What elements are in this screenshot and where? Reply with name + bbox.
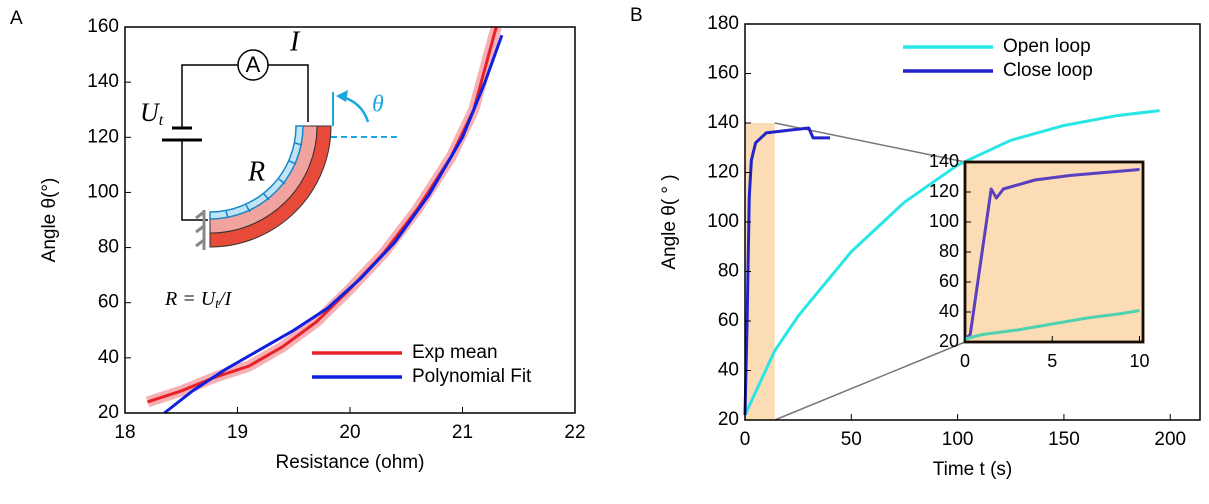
y-tick-label: 100	[929, 211, 959, 231]
y-tick-label: 80	[718, 261, 739, 282]
x-tick-label: 20	[339, 422, 360, 443]
y-tick-label: 180	[707, 13, 739, 34]
x-tick-label: 0	[960, 351, 970, 371]
clamp	[195, 238, 205, 248]
x-tick-label: 200	[1154, 429, 1186, 450]
y-tick-label: 80	[939, 241, 959, 261]
spoke	[288, 160, 297, 165]
spoke	[245, 204, 251, 213]
spoke	[263, 193, 270, 201]
series-line	[964, 168, 1140, 341]
y-axis-label: Angle θ( ° )	[659, 174, 680, 269]
circuit-diagram	[162, 49, 400, 250]
legend-label: Open loop	[1003, 36, 1091, 57]
spoke	[278, 178, 286, 185]
theta-label: θ	[372, 92, 384, 118]
x-tick-label: 5	[1047, 351, 1057, 371]
legend-label: Close loop	[1003, 60, 1093, 81]
x-tick-label: 22	[564, 422, 585, 443]
formula-right: /I	[218, 288, 233, 310]
voltage-label: Ut	[140, 98, 164, 129]
clamp	[195, 224, 205, 234]
x-tick-label: 50	[841, 429, 862, 450]
wire	[181, 140, 208, 221]
y-tick-label: 140	[929, 151, 959, 171]
y-tick-label: 40	[718, 360, 739, 381]
zoom-connector	[774, 341, 966, 421]
y-tick-label: 120	[929, 181, 959, 201]
x-tick-label: 19	[227, 422, 248, 443]
x-tick-label: 21	[452, 422, 473, 443]
y-tick-label: 60	[718, 310, 739, 331]
series-line	[743, 109, 1160, 416]
y-tick-label: 40	[98, 347, 119, 368]
x-tick-label: 100	[942, 429, 974, 450]
y-tick-label: 20	[939, 331, 959, 351]
y-tick-label: 120	[87, 126, 119, 147]
y-tick-label: 160	[87, 16, 119, 37]
panel-label: B	[630, 5, 643, 26]
voltage-symbol: U	[140, 98, 161, 127]
x-tick-label: 10	[1129, 351, 1149, 371]
x-tick-label: 0	[740, 429, 751, 450]
y-tick-label: 140	[707, 112, 739, 133]
legend-label: Exp mean	[412, 342, 498, 363]
series-line	[163, 34, 504, 415]
y-tick-label: 80	[98, 237, 119, 258]
current-label: I	[289, 26, 301, 57]
y-tick-label: 100	[707, 211, 739, 232]
clamp	[195, 210, 205, 220]
x-tick-label: 18	[114, 422, 135, 443]
resistance-label: R	[247, 156, 265, 187]
y-tick-label: 60	[98, 292, 119, 313]
spoke	[294, 142, 303, 146]
x-axis-label: Resistance (ohm)	[276, 452, 425, 473]
y-tick-label: 160	[707, 63, 739, 84]
y-tick-label: 20	[98, 402, 119, 423]
ammeter-label: A	[246, 52, 261, 77]
y-tick-label: 100	[87, 181, 119, 202]
arrow-head	[336, 90, 348, 102]
wire	[181, 64, 238, 128]
y-tick-label: 20	[718, 409, 739, 430]
series-line	[743, 126, 831, 416]
ammeter	[237, 49, 269, 81]
wire	[268, 64, 309, 122]
y-axis-label: Angle θ(°)	[39, 178, 60, 263]
series-line	[964, 309, 1140, 341]
legend-label: Polynomial Fit	[412, 366, 532, 387]
formula: R = Ut/I	[164, 288, 233, 313]
x-tick-label: 150	[1048, 429, 1080, 450]
voltage-subscript: t	[159, 112, 164, 129]
formula-left: R = U	[164, 288, 217, 310]
y-tick-label: 120	[707, 162, 739, 183]
y-tick-label: 40	[939, 301, 959, 321]
y-tick-label: 60	[939, 271, 959, 291]
formula-subscript: t	[215, 297, 220, 312]
y-tick-label: 140	[87, 71, 119, 92]
x-axis-label: Time t (s)	[933, 459, 1013, 480]
spoke	[225, 210, 229, 219]
panel-label: A	[10, 8, 23, 29]
